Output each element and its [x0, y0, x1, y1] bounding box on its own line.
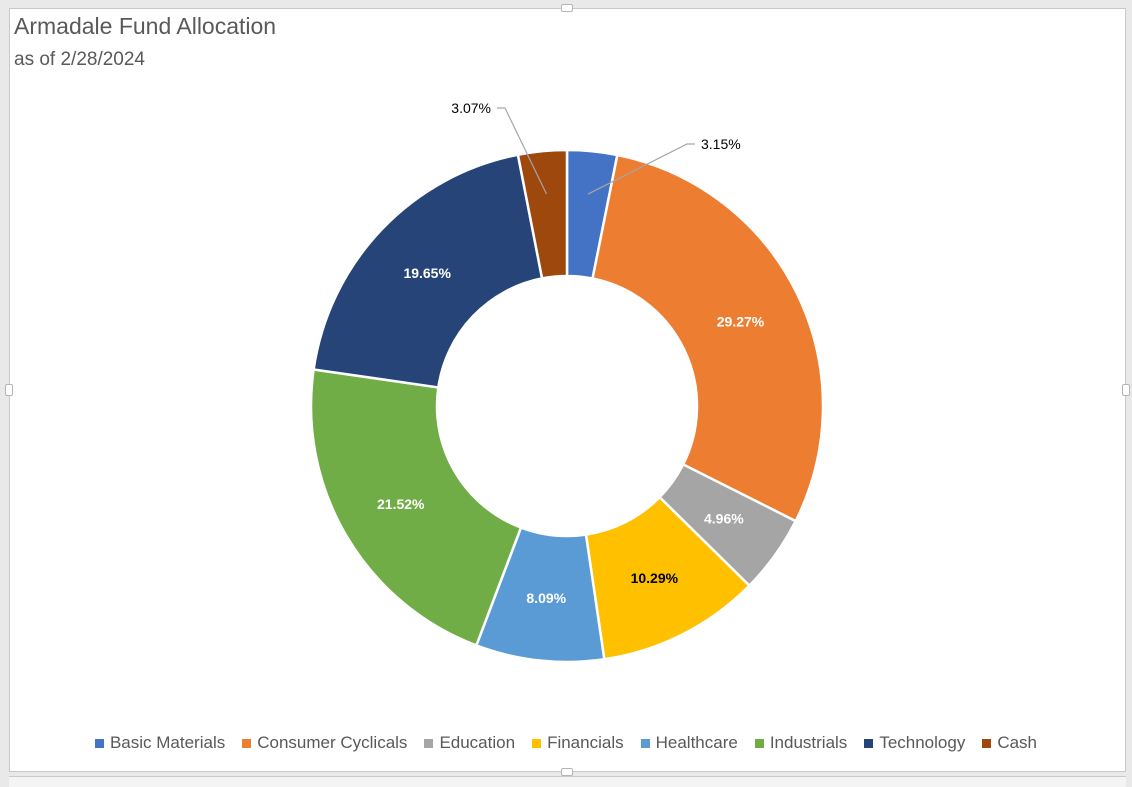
- resize-handle-bottom[interactable]: [561, 768, 573, 776]
- slice-consumer-cyclicals[interactable]: [591, 153, 825, 523]
- slice-cash[interactable]: [516, 148, 569, 280]
- legend-swatch-technology: [864, 738, 874, 748]
- data-label-education[interactable]: 4.96%: [704, 510, 744, 526]
- legend-item-education[interactable]: Education: [424, 733, 515, 753]
- legend-label-financials: Financials: [547, 733, 624, 752]
- resize-handle-right[interactable]: [1122, 384, 1130, 396]
- data-label-technology[interactable]: 19.65%: [403, 265, 451, 281]
- legend-item-cash[interactable]: Cash: [982, 733, 1037, 753]
- legend-item-technology[interactable]: Technology: [864, 733, 965, 753]
- data-label-consumer-cyclicals[interactable]: 29.27%: [717, 313, 765, 329]
- legend-item-consumer-cyclicals[interactable]: Consumer Cyclicals: [242, 733, 407, 753]
- legend-item-healthcare[interactable]: Healthcare: [640, 733, 738, 753]
- legend-item-basic-materials[interactable]: Basic Materials: [94, 733, 226, 753]
- data-label-cash[interactable]: 3.07%: [451, 100, 491, 116]
- legend-label-technology: Technology: [879, 733, 966, 752]
- legend-label-healthcare: Healthcare: [655, 733, 738, 752]
- legend-label-basic-materials: Basic Materials: [109, 733, 226, 752]
- resize-handle-left[interactable]: [5, 384, 13, 396]
- legend-item-industrials[interactable]: Industrials: [754, 733, 848, 753]
- data-label-healthcare[interactable]: 8.09%: [526, 590, 566, 606]
- slice-industrials[interactable]: [309, 368, 523, 648]
- slice-technology[interactable]: [312, 153, 544, 389]
- legend-swatch-financials: [532, 738, 542, 748]
- chart-title[interactable]: Armadale Fund Allocation: [14, 13, 277, 39]
- legend-swatch-industrials: [754, 738, 764, 748]
- legend-label-education: Education: [439, 733, 516, 752]
- legend-label-industrials: Industrials: [769, 733, 848, 752]
- data-label-basic-materials[interactable]: 3.15%: [701, 136, 741, 152]
- legend-swatch-basic-materials: [94, 738, 104, 748]
- resize-handle-top[interactable]: [561, 4, 573, 12]
- chart-subtitle[interactable]: as of 2/28/2024: [14, 49, 145, 70]
- sheet-strip: [9, 776, 1126, 787]
- leader-line-cash: [497, 107, 548, 195]
- legend-item-financials[interactable]: Financials: [532, 733, 624, 753]
- legend-swatch-consumer-cyclicals: [242, 738, 252, 748]
- legend-swatch-education: [424, 738, 434, 748]
- leader-line-basic-materials: [587, 143, 695, 195]
- legend-label-consumer-cyclicals: Consumer Cyclicals: [257, 733, 408, 752]
- legend-label-cash: Cash: [997, 733, 1038, 752]
- legend-swatch-healthcare: [640, 738, 650, 748]
- data-label-financials[interactable]: 10.29%: [631, 570, 679, 586]
- chart-legend[interactable]: Basic Materials Consumer Cyclicals Educati…: [0, 733, 1132, 753]
- data-label-industrials[interactable]: 21.52%: [377, 496, 425, 512]
- legend-swatch-cash: [982, 738, 992, 748]
